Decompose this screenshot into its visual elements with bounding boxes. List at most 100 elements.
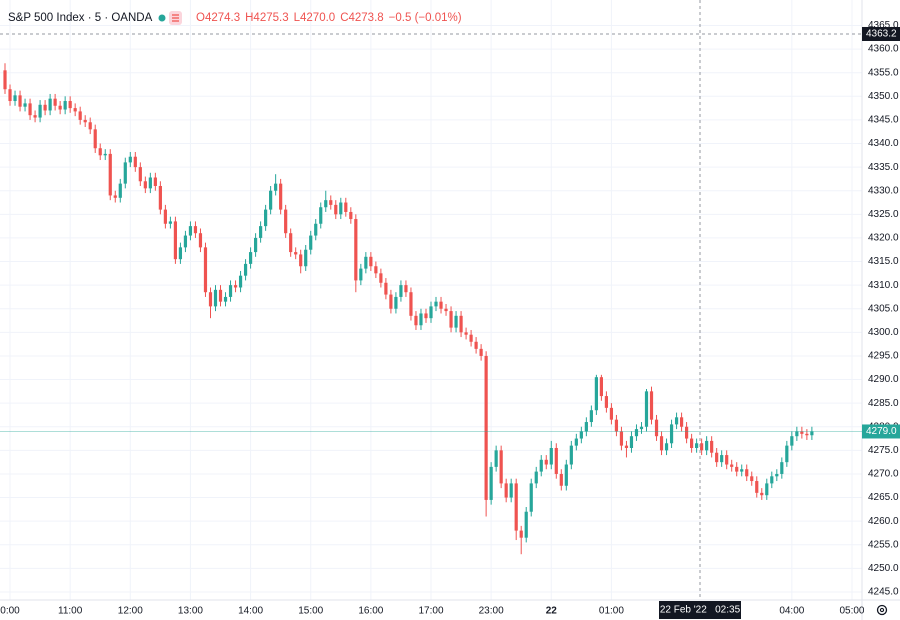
candle-body	[679, 417, 684, 427]
candle-body	[18, 95, 22, 107]
candle-body	[429, 306, 433, 319]
candle-body	[800, 431, 804, 434]
candle-body	[213, 289, 218, 307]
candle-body	[439, 301, 443, 309]
candle-body	[639, 426, 644, 430]
candle-body	[509, 483, 513, 498]
candle-body	[88, 122, 92, 130]
status-dot	[158, 14, 166, 22]
y-tick-label: 4355.0	[868, 67, 899, 78]
x-tick-label: 13:00	[178, 606, 203, 617]
candle-body	[644, 391, 649, 427]
candle-body	[163, 209, 167, 224]
candle-body	[309, 235, 313, 250]
candle-body	[294, 252, 298, 255]
candle-body	[479, 348, 483, 356]
y-tick-label: 4315.0	[868, 256, 899, 267]
candle-body	[289, 233, 293, 253]
candle-body	[58, 105, 62, 110]
x-tick-label: 14:00	[238, 606, 263, 617]
candle-body	[103, 153, 107, 156]
candle-body	[519, 530, 523, 538]
candle-body	[554, 447, 558, 474]
candle-body	[108, 153, 112, 196]
candle-body	[123, 162, 127, 184]
candle-body	[599, 377, 603, 397]
candle-body	[314, 223, 318, 236]
candle-body	[564, 464, 568, 486]
candle-body	[379, 273, 383, 283]
candle-body	[669, 424, 674, 444]
candle-body	[810, 431, 814, 436]
candle-body	[279, 183, 283, 210]
crosshair-time-tag	[659, 601, 741, 619]
candle-body	[664, 443, 669, 451]
candle-body	[790, 436, 794, 446]
crosshair-price-label: 4363.2	[866, 29, 897, 40]
candle-body	[259, 226, 263, 238]
candle-body	[248, 252, 253, 264]
candle-body	[705, 440, 709, 451]
x-tick-label: 11:00	[58, 606, 83, 617]
candle-body	[534, 471, 538, 484]
ohlc-value: C4273.8	[340, 12, 383, 24]
candle-body	[484, 355, 488, 500]
candle-body	[730, 464, 734, 467]
axis-layer: 4245.0 4250.0 4255.0 4260.0 4265.0 4270.0 4275…	[0, 20, 900, 619]
candle-body	[28, 103, 32, 116]
y-tick-label: 4255.0	[868, 539, 899, 550]
candle-body	[544, 459, 548, 465]
y-tick-label: 4245.0	[868, 587, 899, 598]
x-tick-label: 0:00	[0, 606, 20, 617]
candle-body	[745, 469, 749, 477]
candle-body	[715, 452, 719, 463]
candle-body	[624, 445, 629, 448]
candle-body	[765, 483, 769, 496]
candle-body	[339, 202, 343, 215]
candle-body	[750, 476, 754, 482]
candle-body	[168, 221, 172, 224]
candle-body	[78, 111, 82, 120]
ohlc-value: O4274.3	[196, 12, 240, 24]
x-tick-label: 04:00	[779, 606, 804, 617]
gear-hub	[879, 607, 885, 613]
candle-body	[329, 200, 333, 205]
ohlc-value: H4275.3	[245, 12, 288, 24]
candle-body	[414, 315, 418, 326]
x-tick-label: 12:00	[118, 606, 143, 617]
candle-body	[805, 433, 809, 436]
candle-body	[399, 285, 403, 297]
y-tick-label: 4310.0	[868, 280, 899, 291]
candle-body	[349, 211, 353, 220]
candle-body	[720, 455, 724, 463]
candle-body	[113, 195, 117, 198]
settings-icon[interactable]	[876, 604, 888, 616]
candle-body	[524, 511, 528, 538]
candle-body	[674, 417, 679, 425]
candle-body	[469, 334, 473, 342]
candle-body	[369, 256, 373, 267]
y-tick-label: 4335.0	[868, 162, 899, 173]
candle-body	[659, 436, 664, 451]
candle-body	[464, 332, 468, 335]
candle-body	[434, 301, 438, 307]
candle-body	[419, 313, 423, 326]
ohlc-value: L4270.0	[294, 12, 336, 24]
candle-body	[629, 436, 634, 448]
ohlc-value: −0.5 (−0.01%)	[389, 12, 462, 24]
candle-body	[158, 185, 162, 210]
candle-body	[499, 450, 503, 484]
candle-body	[148, 177, 152, 189]
candle-body	[449, 311, 453, 328]
candle-body	[23, 103, 27, 107]
candle-body	[128, 156, 132, 163]
candle-body	[173, 221, 178, 260]
candle-body	[589, 410, 593, 423]
candle-body	[795, 431, 799, 437]
candle-body	[389, 294, 393, 309]
candle-body	[118, 183, 122, 198]
candle-body	[208, 292, 213, 307]
candle-body	[634, 429, 639, 437]
